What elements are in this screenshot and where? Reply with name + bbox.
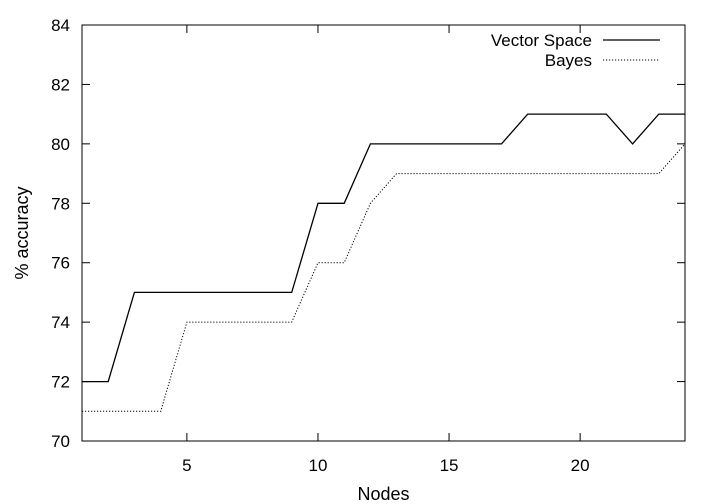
- series-line-bayes: [82, 143, 686, 412]
- y-tick-label: 74: [51, 313, 70, 332]
- y-tick-label: 76: [51, 254, 70, 273]
- y-tick-label: 80: [51, 135, 70, 154]
- y-tick-label: 78: [51, 194, 70, 213]
- x-tick-label: 5: [182, 456, 191, 475]
- axis-ticks: [82, 24, 685, 442]
- series-layer: [82, 113, 686, 412]
- y-tick-label: 72: [51, 373, 70, 392]
- y-axis-label: % accuracy: [12, 186, 32, 279]
- y-tick-label: 70: [51, 432, 70, 451]
- tick-labels: 70 72 74 76 78 80 82 84 5 10 15 20: [51, 16, 590, 475]
- y-tick-label: 84: [51, 16, 70, 35]
- y-tick-label: 82: [51, 75, 70, 94]
- x-tick-label: 15: [440, 456, 459, 475]
- x-axis-label: Nodes: [357, 484, 409, 504]
- x-tick-label: 20: [571, 456, 590, 475]
- legend-label-bayes: Bayes: [545, 51, 592, 70]
- legend-label-vector-space: Vector Space: [491, 31, 592, 50]
- legend: Vector Space Bayes: [491, 31, 660, 70]
- plot-frame: [81, 24, 686, 442]
- series-line-vector-space: [82, 113, 685, 383]
- x-tick-label: 10: [308, 456, 327, 475]
